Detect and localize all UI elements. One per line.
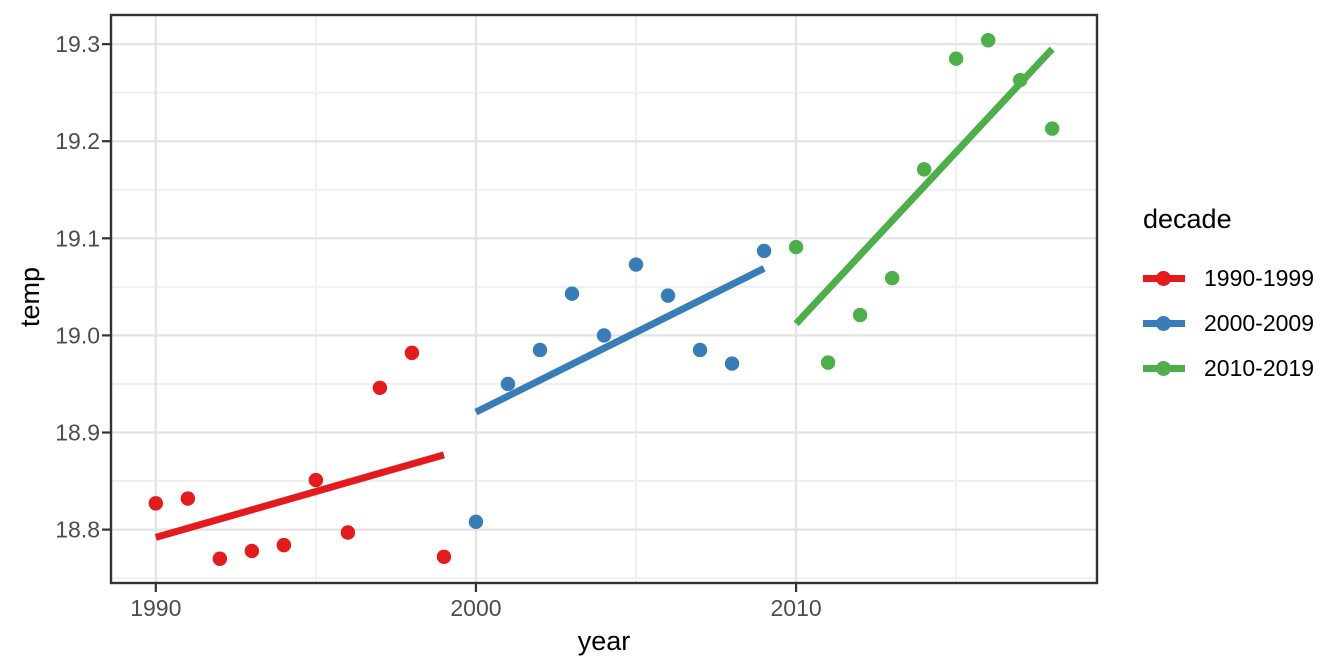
legend-key-dot: [1156, 271, 1171, 286]
data-point-1990-1999: [148, 496, 164, 511]
x-axis-title: year: [577, 626, 631, 656]
data-point-1990-1999: [308, 472, 324, 488]
data-point-1990-1999: [180, 491, 196, 506]
panel-background: [111, 15, 1097, 583]
data-point-1990-1999: [244, 543, 260, 559]
data-point-2010-2019: [980, 33, 996, 48]
legend-key-dot: [1156, 316, 1171, 331]
legend-item-label: 2000-2009: [1204, 310, 1314, 336]
data-point-2010-2019: [948, 51, 964, 66]
data-point-1990-1999: [276, 537, 292, 553]
data-point-2010-2019: [788, 239, 804, 255]
data-point-2000-2009: [692, 342, 708, 358]
data-point-2010-2019: [820, 355, 836, 370]
y-tick-label: 18.9: [55, 420, 100, 446]
legend-key-line-dot-icon: [1143, 316, 1185, 331]
legend-item-label: 2010-2019: [1204, 355, 1314, 381]
data-point-2000-2009: [564, 286, 580, 301]
y-axis-title: temp: [15, 266, 45, 328]
legend-key-dot: [1156, 361, 1171, 376]
legend: decade 1990-1999 2000-2009: [1143, 203, 1314, 391]
data-point-1990-1999: [212, 551, 228, 566]
y-tick-label: 18.8: [55, 517, 100, 543]
data-point-2000-2009: [596, 328, 612, 343]
legend-key-line-dot-icon: [1143, 361, 1185, 376]
x-tick-label: 2000: [450, 595, 501, 621]
trendline-2000-2009: [474, 265, 766, 416]
y-tick-label: 19.1: [55, 225, 100, 251]
panel-border: [109, 13, 1099, 585]
data-point-2000-2009: [628, 257, 644, 272]
legend-item-2010-2019: 2010-2019: [1143, 346, 1314, 391]
trendline-1990-1999: [154, 451, 445, 541]
data-point-2000-2009: [500, 376, 516, 392]
data-point-1990-1999: [404, 345, 420, 361]
y-tick-label: 19.3: [55, 31, 100, 57]
legend-key-line-dot-icon: [1143, 271, 1185, 286]
x-tick-label: 1990: [130, 595, 181, 621]
data-point-2000-2009: [724, 356, 740, 371]
legend-item-1990-1999: 1990-1999: [1143, 256, 1314, 301]
data-point-2000-2009: [756, 243, 772, 259]
y-tick-label: 19.0: [55, 322, 100, 348]
legend-title: decade: [1143, 204, 1232, 234]
data-point-2000-2009: [468, 514, 484, 530]
data-point-2000-2009: [660, 288, 676, 303]
data-point-2010-2019: [1044, 121, 1060, 136]
legend-items: 1990-1999 2000-2009 2010-2019: [1143, 256, 1314, 391]
data-point-1990-1999: [372, 380, 388, 396]
data-point-1990-1999: [340, 525, 356, 540]
data-point-2010-2019: [852, 307, 868, 323]
data-point-2000-2009: [532, 342, 548, 358]
data-point-2010-2019: [884, 270, 900, 286]
y-tick-label: 19.2: [55, 128, 100, 154]
x-tick-label: 2010: [770, 595, 821, 621]
data-point-2010-2019: [916, 162, 932, 177]
trendline-2010-2019: [793, 46, 1055, 327]
legend-item-2000-2009: 2000-2009: [1143, 301, 1314, 346]
data-point-1990-1999: [436, 549, 452, 564]
data-point-2010-2019: [1012, 72, 1028, 88]
legend-item-label: 1990-1999: [1204, 265, 1314, 291]
